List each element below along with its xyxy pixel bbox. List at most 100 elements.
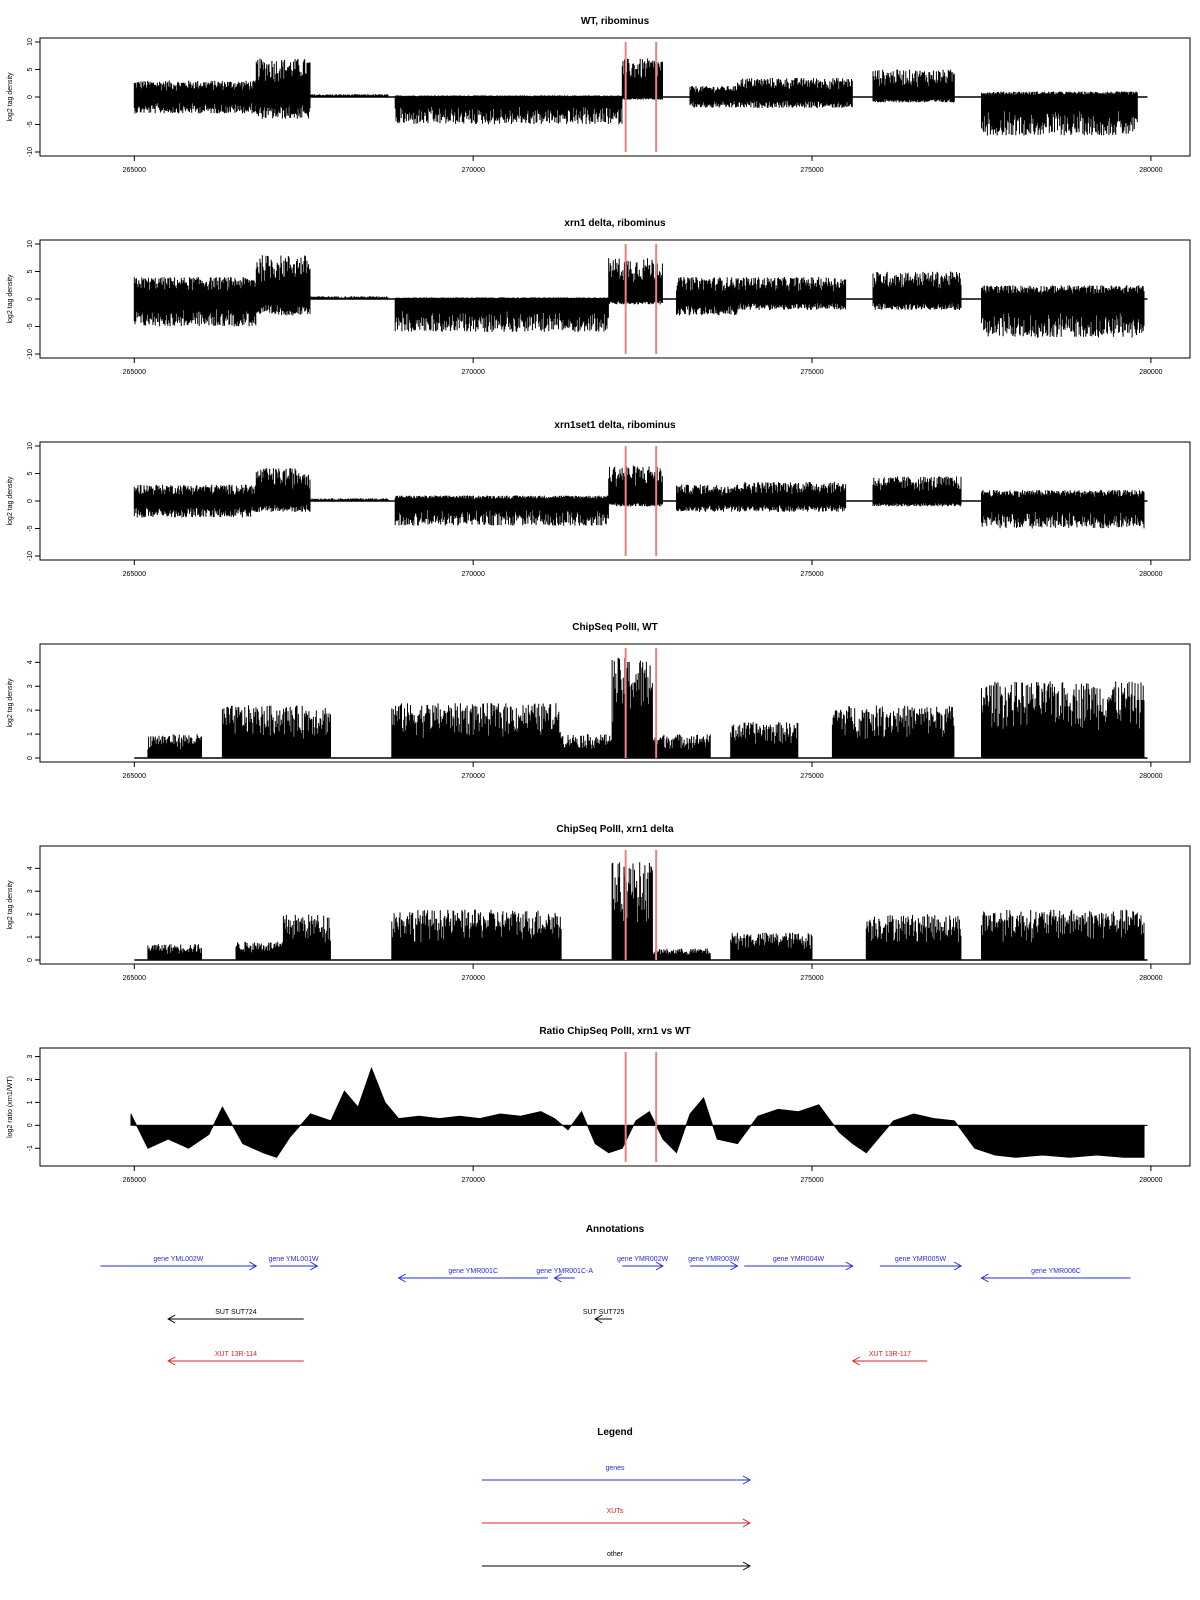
x-tick-label: 270000 — [461, 167, 484, 174]
feature-label: gene YMR005W — [895, 1256, 947, 1263]
y-tick-label: -1 — [27, 1145, 34, 1151]
panel-4: ChipSeq PolII, xrn1 delta 0 1 2 3 4 log2 tag d… — [7, 824, 1191, 982]
x-tick-label: 270000 — [461, 975, 484, 982]
legend-label: genes — [605, 1465, 625, 1472]
panel-title: xrn1set1 delta, ribominus — [554, 420, 676, 431]
y-tick-label: 0 — [27, 297, 34, 301]
panel-title: ChipSeq PolII, WT — [572, 622, 658, 633]
panel-title: xrn1 delta, ribominus — [564, 218, 666, 229]
density-bars — [133, 255, 1145, 338]
plot-frame — [39, 643, 1191, 763]
density-bars — [147, 657, 1145, 758]
feature-label: gene YMR001C-A — [536, 1268, 593, 1275]
y-tick-label: -5 — [27, 525, 34, 531]
legend-arrowhead — [742, 1475, 752, 1485]
plot-frame — [39, 845, 1191, 965]
feature-arrowhead — [953, 1261, 963, 1271]
y-tick-label: 1 — [27, 1100, 34, 1104]
x-tick-label: 280000 — [1139, 1177, 1162, 1184]
x-tick-label: 280000 — [1139, 975, 1162, 982]
y-tick-label: 5 — [27, 269, 34, 273]
y-tick-label: 1 — [27, 935, 34, 939]
y-tick-label: 2 — [27, 708, 34, 712]
data-bars — [133, 255, 1145, 338]
x-tick-label: 265000 — [123, 369, 146, 376]
density-bars — [147, 862, 1145, 960]
y-tick-label: 0 — [27, 1123, 34, 1127]
y-tick-label: 3 — [27, 684, 34, 688]
x-tick-label: 275000 — [800, 167, 823, 174]
feature-label: gene YMR003W — [688, 1256, 740, 1263]
x-tick-label: 280000 — [1139, 167, 1162, 174]
feature-label: gene YML002W — [153, 1256, 203, 1263]
y-tick-label: -10 — [27, 147, 34, 157]
panel-3: ChipSeq PolII, WT 0 1 2 3 4 log2 tag density 26… — [7, 622, 1191, 780]
x-tick-label: 265000 — [123, 975, 146, 982]
x-tick-label: 275000 — [800, 571, 823, 578]
y-axis-label: log2 tag density — [7, 678, 14, 728]
feature-label: XUT 13R-117 — [869, 1351, 911, 1358]
panel-1: xrn1 delta, ribominus -10 -5 0 5 10 log2 tag d… — [7, 218, 1191, 376]
y-tick-label: -5 — [27, 121, 34, 127]
legend: Legend genes XUTs other — [482, 1427, 752, 1571]
density-bars — [133, 465, 1145, 529]
feature-arrowhead — [167, 1314, 176, 1324]
y-tick-label: 4 — [27, 660, 34, 664]
x-tick-label: 265000 — [123, 1177, 146, 1184]
feature-arrowhead — [845, 1261, 854, 1271]
y-tick-label: 10 — [27, 442, 34, 450]
panel-0: WT, ribominus -10 -5 0 5 10 log2 tag density 26… — [7, 16, 1191, 174]
y-tick-label: 2 — [27, 912, 34, 916]
feature-label: gene YMR002W — [617, 1256, 669, 1263]
legend-arrowhead — [742, 1518, 752, 1528]
y-tick-label: 10 — [27, 38, 34, 46]
y-axis-label: log2 ratio (xrn1/WT) — [7, 1076, 14, 1138]
y-tick-label: 0 — [27, 958, 34, 962]
y-tick-label: 0 — [27, 499, 34, 503]
panel-title: WT, ribominus — [581, 16, 650, 27]
y-tick-label: 4 — [27, 866, 34, 870]
y-tick-label: 0 — [27, 95, 34, 99]
feature-label: SUT SUT724 — [215, 1309, 257, 1316]
y-tick-label: -5 — [27, 323, 34, 329]
feature-arrowhead — [397, 1273, 406, 1283]
x-tick-label: 270000 — [461, 571, 484, 578]
x-tick-label: 280000 — [1139, 773, 1162, 780]
y-tick-label: 3 — [27, 1055, 34, 1059]
legend-arrowhead — [742, 1561, 752, 1571]
x-tick-label: 275000 — [800, 773, 823, 780]
y-tick-label: 0 — [27, 756, 34, 760]
x-tick-label: 280000 — [1139, 369, 1162, 376]
panel-title: ChipSeq PolII, xrn1 delta — [556, 824, 674, 835]
feature-arrowhead — [730, 1261, 739, 1271]
ratio-area — [130, 1066, 1145, 1158]
data-bars — [147, 862, 1145, 960]
feature-arrowhead — [310, 1261, 319, 1271]
x-tick-label: 275000 — [800, 975, 823, 982]
feature-arrowhead — [655, 1261, 664, 1271]
x-tick-label: 265000 — [123, 571, 146, 578]
annotations: Annotations gene YML002W gene YML001W gene … — [100, 1224, 1131, 1366]
x-tick-label: 265000 — [123, 167, 146, 174]
x-tick-label: 275000 — [800, 369, 823, 376]
data-bars — [133, 465, 1145, 529]
plot-frame — [39, 1047, 1191, 1167]
y-axis-label: log2 tag density — [7, 274, 14, 324]
x-tick-label: 270000 — [461, 1177, 484, 1184]
feature-label: gene YML001W — [269, 1256, 319, 1263]
feature-label: SUT SUT725 — [583, 1309, 625, 1316]
legend-label: XUTs — [607, 1508, 624, 1515]
y-tick-label: -10 — [27, 349, 34, 359]
y-axis-label: log2 tag density — [7, 880, 14, 930]
feature-arrowhead — [594, 1314, 603, 1324]
feature-label: gene YMR004W — [773, 1256, 825, 1263]
data-bars — [147, 657, 1145, 758]
annotations-title: Annotations — [586, 1224, 645, 1235]
x-tick-label: 270000 — [461, 369, 484, 376]
feature-arrowhead — [851, 1356, 860, 1366]
feature-arrowhead — [167, 1356, 176, 1366]
feature-arrowhead — [980, 1273, 989, 1283]
feature-label: gene YMR006C — [1031, 1268, 1081, 1275]
feature-label: gene YMR001C — [448, 1268, 498, 1275]
